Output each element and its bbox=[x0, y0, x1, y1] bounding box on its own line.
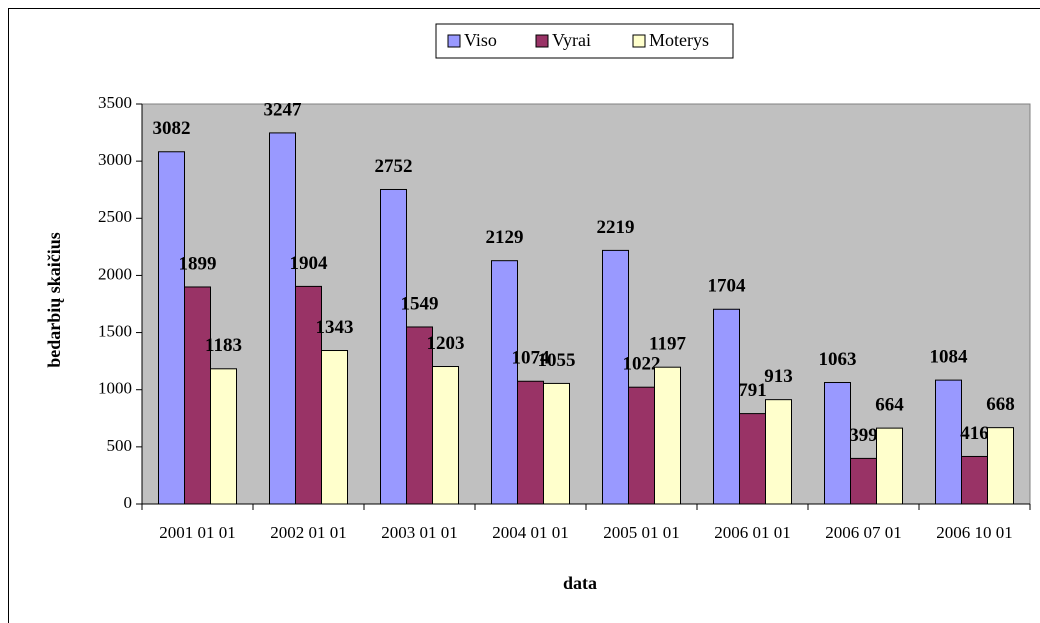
legend-swatch bbox=[447, 34, 461, 48]
data-label: 416 bbox=[960, 423, 989, 444]
y-tick-label: 3000 bbox=[98, 150, 132, 169]
data-label: 2752 bbox=[375, 156, 413, 177]
x-tick-label: 2001 01 01 bbox=[159, 523, 236, 542]
bar bbox=[517, 380, 544, 505]
bar bbox=[713, 308, 740, 505]
y-tick-label: 3500 bbox=[98, 93, 132, 112]
data-label: 1084 bbox=[930, 346, 969, 367]
data-label: 2129 bbox=[486, 227, 524, 248]
x-tick-label: 2004 01 01 bbox=[492, 523, 569, 542]
bar bbox=[543, 382, 570, 505]
data-label: 1899 bbox=[179, 253, 217, 274]
y-axis-title: bedarbių skaičius bbox=[44, 232, 64, 368]
bar bbox=[654, 366, 681, 505]
x-tick-label: 2002 01 01 bbox=[270, 523, 347, 542]
bar bbox=[824, 382, 851, 505]
data-label: 399 bbox=[849, 425, 878, 446]
data-label: 668 bbox=[986, 394, 1015, 415]
data-label: 1549 bbox=[401, 293, 439, 314]
data-label: 1203 bbox=[427, 333, 465, 354]
data-label: 1343 bbox=[316, 317, 354, 338]
data-label: 1074 bbox=[512, 348, 551, 369]
bar bbox=[602, 249, 629, 505]
legend-swatch bbox=[632, 34, 646, 48]
y-tick-label: 1000 bbox=[98, 379, 132, 398]
y-tick-label: 500 bbox=[107, 436, 133, 455]
data-label: 3247 bbox=[264, 99, 303, 120]
bar bbox=[158, 151, 185, 505]
data-label: 3082 bbox=[153, 118, 191, 139]
y-tick-label: 2500 bbox=[98, 207, 132, 226]
legend-label: Moterys bbox=[649, 30, 709, 50]
data-label: 1022 bbox=[623, 354, 661, 375]
bar bbox=[739, 413, 766, 505]
bar bbox=[184, 286, 211, 505]
y-tick-label: 1500 bbox=[98, 321, 132, 340]
bar bbox=[210, 368, 237, 505]
legend-label: Viso bbox=[464, 30, 497, 50]
bar bbox=[269, 132, 296, 505]
data-label: 664 bbox=[875, 394, 904, 415]
data-label: 2219 bbox=[597, 217, 635, 238]
data-label: 1904 bbox=[290, 253, 329, 274]
bar bbox=[935, 379, 962, 505]
x-axis-title: data bbox=[563, 573, 597, 593]
x-tick-label: 2003 01 01 bbox=[381, 523, 458, 542]
bar bbox=[961, 455, 988, 505]
bar bbox=[628, 386, 655, 505]
bar bbox=[876, 427, 903, 505]
bar bbox=[987, 427, 1014, 505]
y-tick-label: 0 bbox=[124, 493, 133, 512]
bar bbox=[380, 188, 407, 505]
legend-box bbox=[435, 23, 734, 59]
data-label: 791 bbox=[738, 380, 767, 401]
x-tick-label: 2006 01 01 bbox=[714, 523, 791, 542]
data-label: 1055 bbox=[538, 350, 576, 371]
data-label: 1704 bbox=[708, 276, 747, 297]
bar bbox=[765, 399, 792, 505]
x-tick-label: 2005 01 01 bbox=[603, 523, 680, 542]
data-label: 1063 bbox=[819, 349, 857, 370]
x-tick-label: 2006 07 01 bbox=[825, 523, 902, 542]
data-label: 913 bbox=[764, 366, 793, 387]
bar bbox=[850, 457, 877, 505]
bar bbox=[321, 350, 348, 505]
legend-swatch bbox=[535, 34, 549, 48]
data-label: 1183 bbox=[205, 335, 242, 356]
x-tick-label: 2006 10 01 bbox=[936, 523, 1013, 542]
bar bbox=[432, 366, 459, 505]
bar bbox=[491, 260, 518, 505]
legend-label: Vyrai bbox=[552, 30, 591, 50]
y-tick-label: 2000 bbox=[98, 264, 132, 283]
data-label: 1197 bbox=[649, 334, 686, 355]
